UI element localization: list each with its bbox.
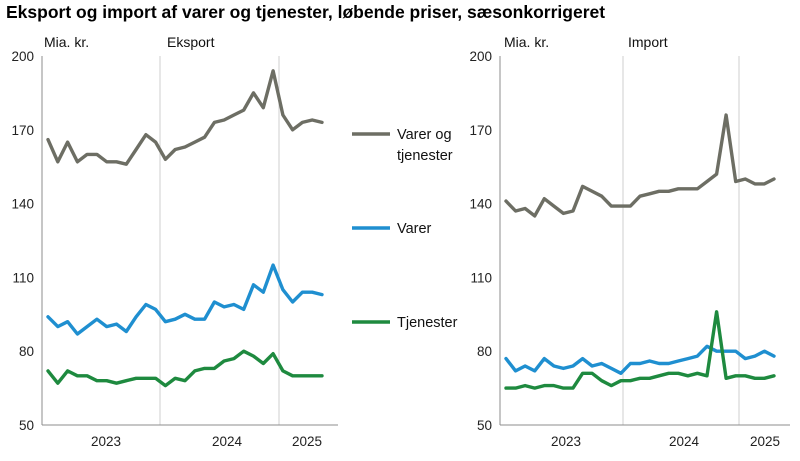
import-x-axis: 2023 2024 2025 — [551, 434, 780, 449]
import-y-tick-label: 50 — [477, 418, 492, 433]
export-year-gridlines — [159, 56, 280, 425]
export-x-axis: 2023 2024 2025 — [91, 434, 322, 449]
legend: Varer og tjenester Varer Tjenester — [352, 127, 458, 331]
export-series-line-total — [46, 69, 324, 166]
export-y-tick-label: 200 — [11, 49, 34, 64]
import-y-tick-label: 80 — [477, 344, 492, 359]
export-y-axis: 50 80 110 140 170 200 — [11, 49, 34, 433]
import-y-tick-label: 110 — [470, 270, 492, 285]
export-panel-title: Eksport — [167, 34, 215, 50]
import-year-label: 2025 — [750, 434, 780, 449]
legend-label-line2: tjenester — [397, 148, 453, 164]
import-series-lines — [504, 113, 776, 390]
import-series-line-services — [504, 310, 776, 390]
legend-label: Varer og — [397, 127, 452, 143]
import-year-label: 2024 — [669, 434, 700, 449]
export-series-line-goods — [46, 263, 324, 336]
export-y-tick-label: 80 — [19, 344, 34, 359]
import-panel-title: Import — [628, 34, 668, 50]
export-y-tick-label: 50 — [19, 418, 34, 433]
import-axis-frame — [499, 56, 790, 426]
import-y-axis: 50 80 110 140 170 200 — [469, 49, 492, 433]
import-y-tick-label: 170 — [469, 123, 492, 138]
import-year-gridlines — [622, 56, 740, 425]
legend-label: Tjenester — [397, 315, 458, 331]
import-series-line-total — [504, 113, 776, 218]
legend-label: Varer — [397, 221, 432, 237]
import-series-line-goods — [504, 344, 776, 375]
import-year-label: 2023 — [551, 434, 581, 449]
export-series-lines — [46, 69, 324, 388]
import-y-tick-label: 140 — [469, 197, 492, 212]
export-year-label: 2023 — [91, 434, 121, 449]
export-axis-frame — [41, 56, 338, 426]
export-y-tick-label: 110 — [12, 270, 34, 285]
export-y-tick-label: 140 — [11, 197, 34, 212]
export-y-tick-label: 170 — [11, 123, 34, 138]
export-unit-label: Mia. kr. — [44, 34, 89, 50]
import-y-tick-label: 200 — [469, 49, 492, 64]
import-unit-label: Mia. kr. — [504, 34, 549, 50]
page-title: Eksport og import af varer og tjenester,… — [6, 2, 606, 22]
export-year-label: 2024 — [212, 434, 243, 449]
export-year-label: 2025 — [292, 434, 322, 449]
export-series-line-services — [46, 349, 324, 388]
